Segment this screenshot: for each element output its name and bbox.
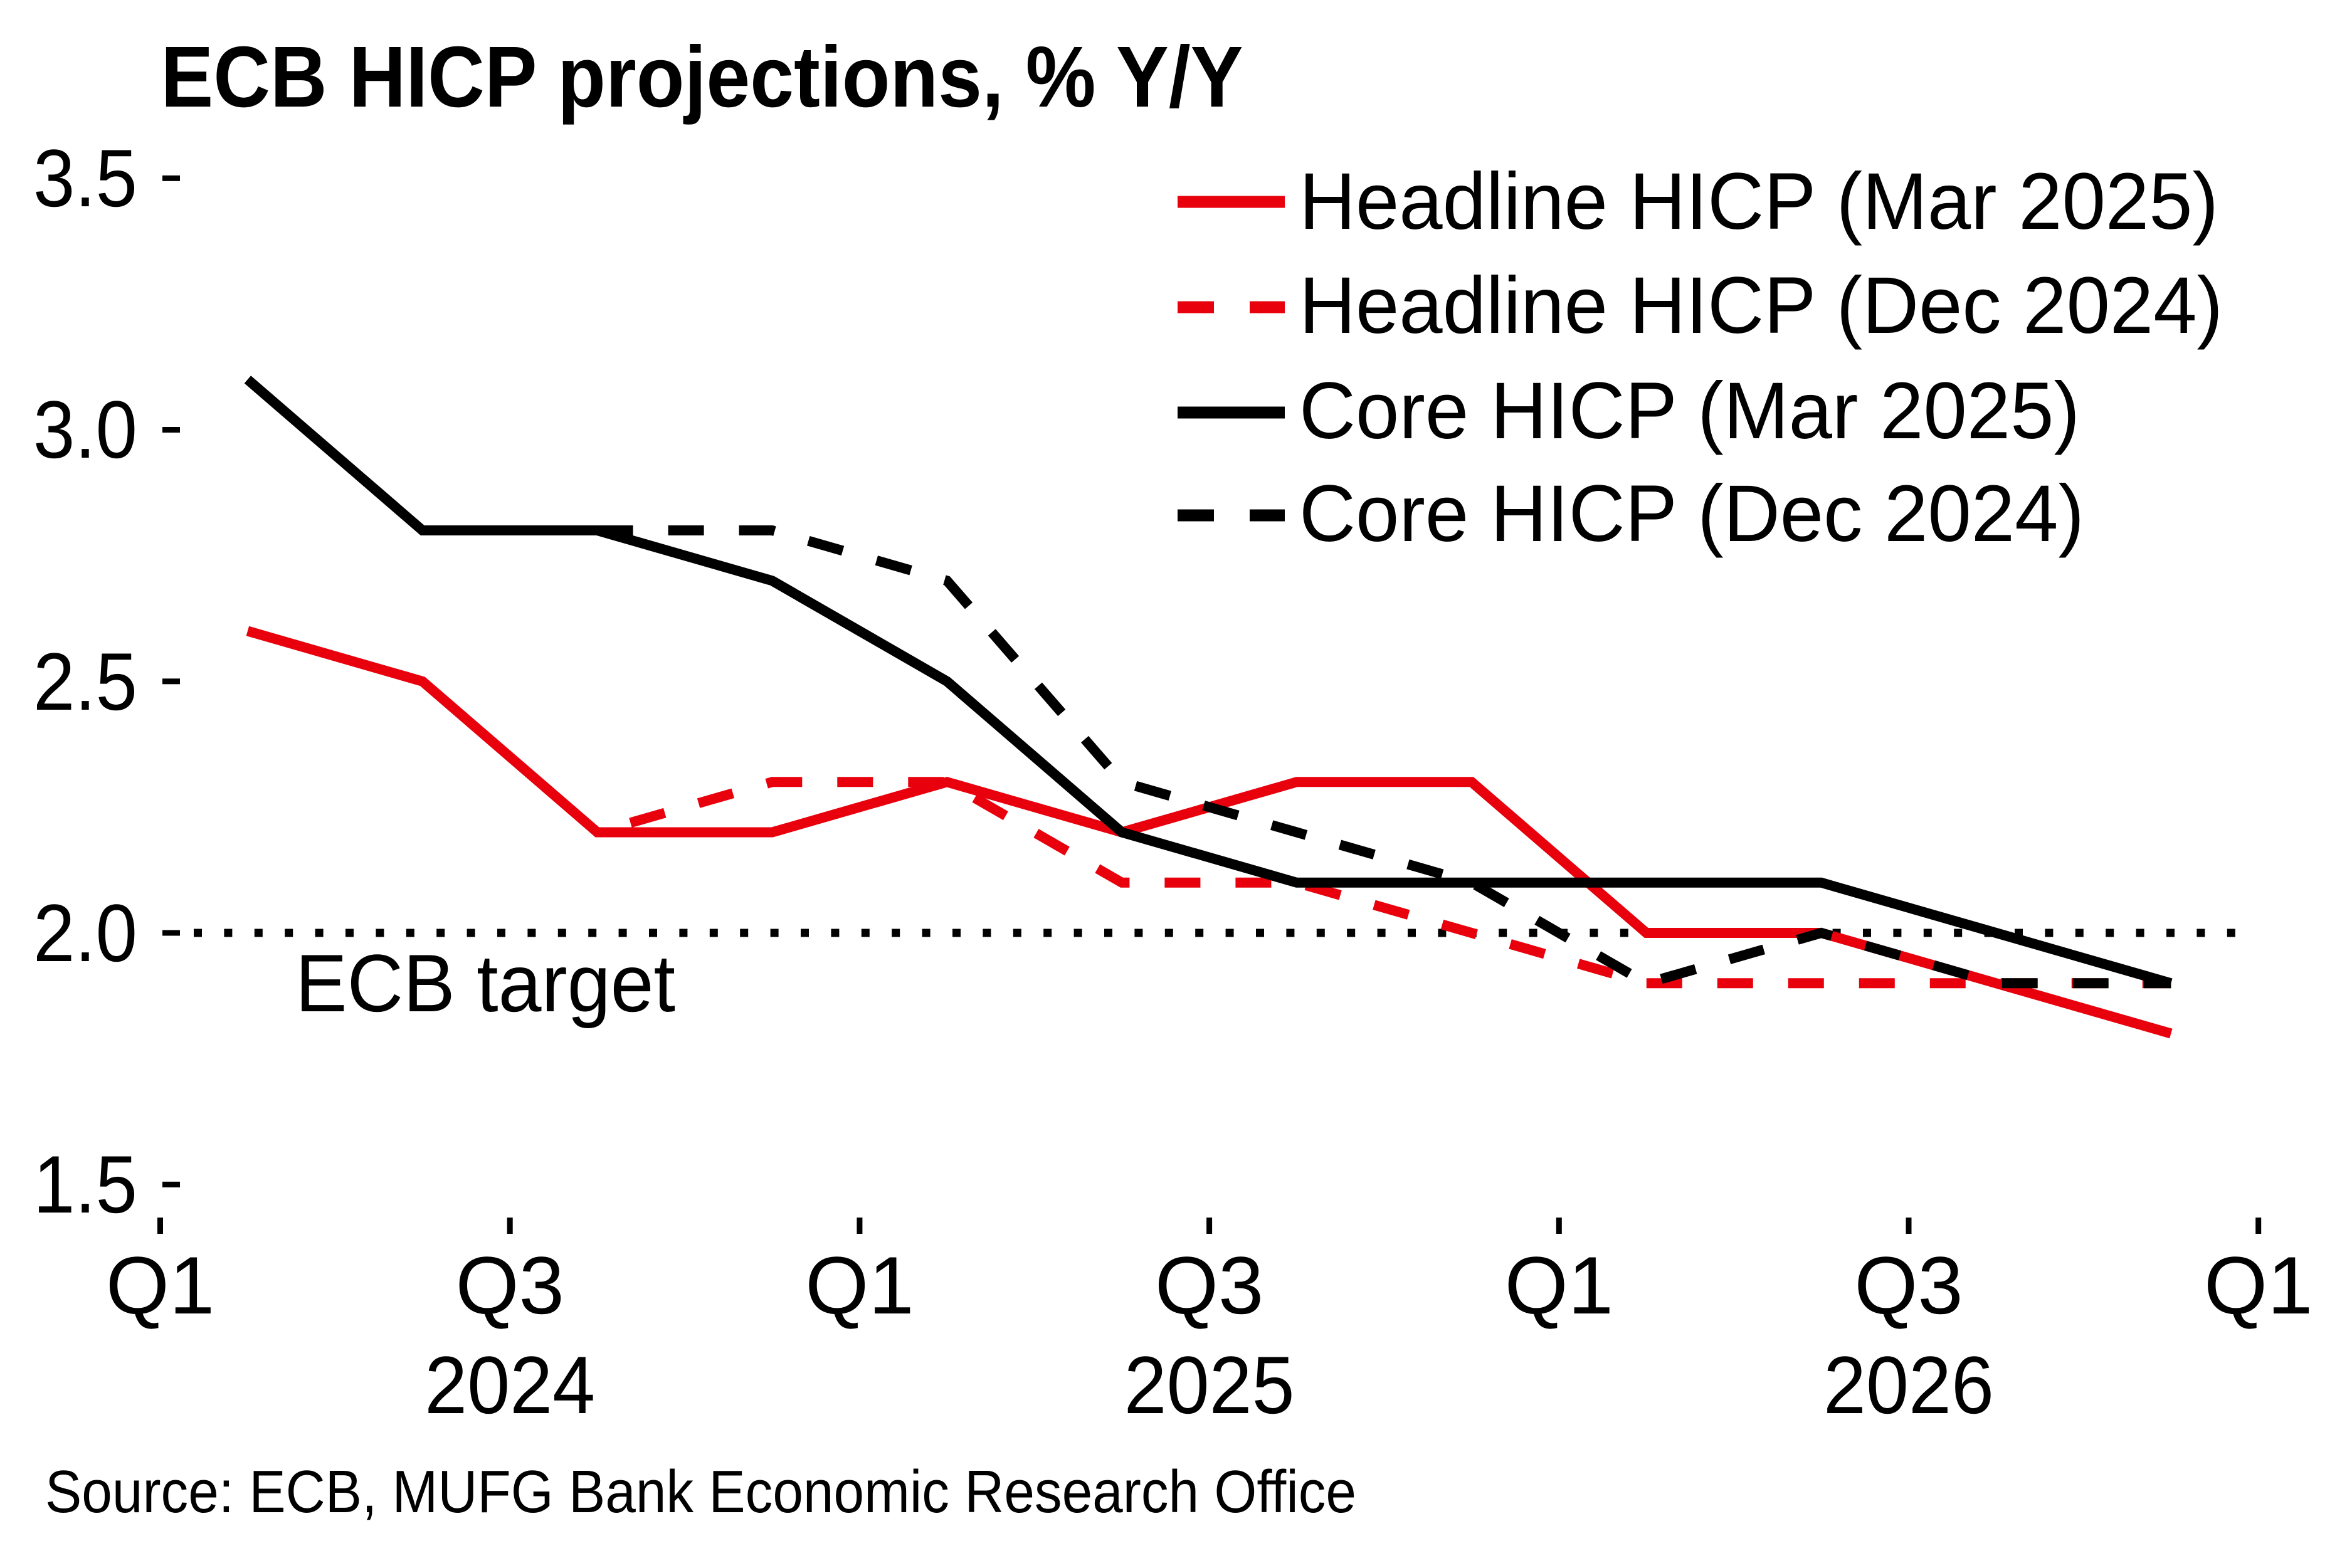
svg-text:Q1: Q1 — [1505, 1239, 1613, 1331]
svg-text:2026: 2026 — [1823, 1339, 1994, 1431]
svg-text:1.5: 1.5 — [33, 1139, 137, 1230]
svg-text:ECB target: ECB target — [295, 937, 675, 1029]
svg-text:2.0: 2.0 — [33, 887, 137, 979]
svg-text:2.5: 2.5 — [33, 636, 137, 727]
svg-text:2025: 2025 — [1124, 1339, 1295, 1431]
svg-text:3.0: 3.0 — [33, 384, 137, 475]
svg-text:Source: ECB, MUFG Bank Economi: Source: ECB, MUFG Bank Economic Research… — [45, 1458, 1356, 1525]
svg-text:Q3: Q3 — [1155, 1239, 1263, 1331]
svg-text:Q3: Q3 — [1854, 1239, 1963, 1331]
svg-text:Q3: Q3 — [455, 1239, 564, 1331]
svg-text:Core HICP (Dec 2024): Core HICP (Dec 2024) — [1299, 469, 2084, 559]
svg-text:Q1: Q1 — [805, 1239, 914, 1331]
svg-text:Q1: Q1 — [106, 1239, 214, 1331]
svg-text:Headline HICP (Mar 2025): Headline HICP (Mar 2025) — [1299, 157, 2218, 246]
svg-text:2024: 2024 — [425, 1339, 595, 1431]
svg-text:3.5: 3.5 — [33, 132, 137, 224]
svg-text:Headline HICP (Dec 2024): Headline HICP (Dec 2024) — [1299, 261, 2223, 350]
svg-text:ECB HICP projections, % Y/Y: ECB HICP projections, % Y/Y — [161, 29, 1243, 125]
svg-text:Q1: Q1 — [2204, 1239, 2312, 1331]
svg-text:Core HICP (Mar 2025): Core HICP (Mar 2025) — [1299, 366, 2080, 456]
